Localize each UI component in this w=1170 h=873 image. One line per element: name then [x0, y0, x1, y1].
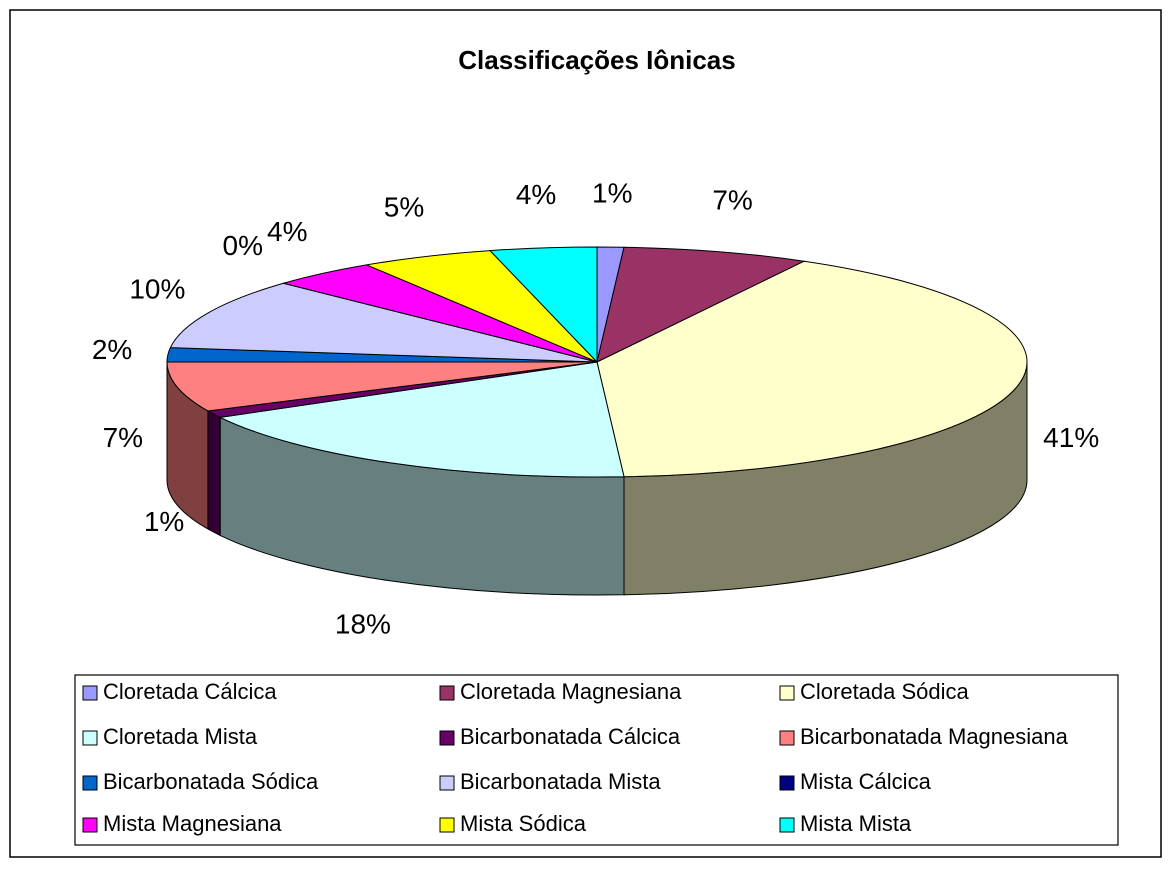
slice [218, 361, 625, 478]
legend-label: Mista Cálcica [800, 769, 932, 794]
legend-swatch [779, 817, 795, 833]
legend-swatch [439, 685, 455, 701]
legend-box [74, 674, 1119, 846]
legend-label: Bicarbonatada Cálcica [460, 724, 681, 749]
legend-swatch [439, 817, 455, 833]
data-label: 4% [516, 179, 556, 210]
legend-label: Mista Sódica [460, 811, 587, 836]
data-label: 0% [223, 230, 263, 261]
data-label: 4% [267, 216, 307, 247]
data-label: 1% [592, 178, 632, 209]
data-label: 1% [144, 506, 184, 537]
data-label: 2% [92, 334, 132, 365]
legend-label: Cloretada Magnesiana [460, 679, 682, 704]
legend-swatch [82, 685, 98, 701]
legend-swatch [82, 730, 98, 746]
slice-side [207, 410, 221, 537]
data-label: 7% [712, 184, 752, 215]
slice [596, 246, 806, 363]
legend-swatch [779, 730, 795, 746]
legend-swatch [779, 685, 795, 701]
legend-swatch [779, 775, 795, 791]
data-label: 5% [384, 191, 424, 222]
legend-label: Cloretada Cálcica [103, 679, 277, 704]
legend-label: Bicarbonatada Mista [460, 769, 661, 794]
legend-swatch [82, 817, 98, 833]
legend-label: Mista Magnesiana [103, 811, 282, 836]
slice [169, 282, 598, 363]
legend-label: Bicarbonatada Magnesiana [800, 724, 1069, 749]
legend-label: Cloretada Sódica [800, 679, 970, 704]
data-label: 18% [335, 609, 391, 640]
legend-swatch [439, 775, 455, 791]
legend-swatch [82, 775, 98, 791]
legend-swatch [439, 730, 455, 746]
slice [488, 246, 598, 364]
data-label: 41% [1043, 422, 1099, 453]
data-label: 10% [129, 273, 185, 304]
legend-label: Bicarbonatada Sódica [103, 769, 319, 794]
data-label: 7% [103, 422, 143, 453]
chart-title: Classificações Iônicas [458, 45, 735, 75]
legend-label: Mista Mista [800, 811, 912, 836]
slice [596, 260, 1028, 478]
legend-label: Cloretada Mista [103, 724, 258, 749]
slice [166, 361, 598, 412]
